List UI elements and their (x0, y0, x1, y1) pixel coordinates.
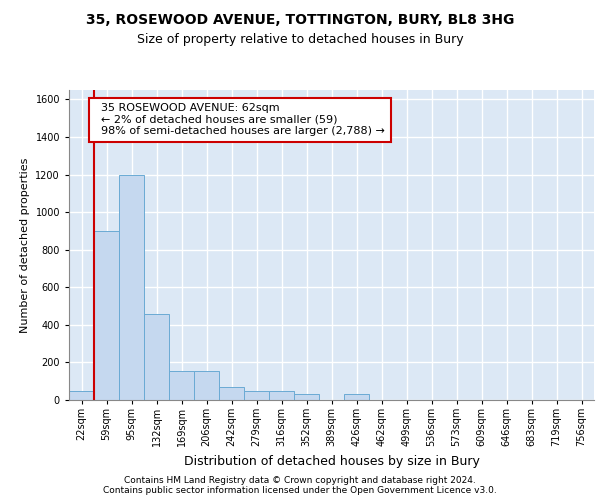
Y-axis label: Number of detached properties: Number of detached properties (20, 158, 30, 332)
Text: Contains HM Land Registry data © Crown copyright and database right 2024.
Contai: Contains HM Land Registry data © Crown c… (103, 476, 497, 495)
Bar (69, 390, 94, 400)
Bar (244, 390, 269, 400)
Bar (94, 231, 119, 400)
Bar (269, 390, 294, 400)
Bar (194, 371, 219, 400)
Bar (219, 387, 244, 400)
Text: Size of property relative to detached houses in Bury: Size of property relative to detached ho… (137, 32, 463, 46)
Bar (294, 394, 319, 400)
Bar (344, 394, 369, 400)
Text: 35 ROSEWOOD AVENUE: 62sqm
  ← 2% of detached houses are smaller (59)
  98% of se: 35 ROSEWOOD AVENUE: 62sqm ← 2% of detach… (95, 103, 385, 136)
Text: 35, ROSEWOOD AVENUE, TOTTINGTON, BURY, BL8 3HG: 35, ROSEWOOD AVENUE, TOTTINGTON, BURY, B… (86, 12, 514, 26)
Bar (119, 174, 144, 400)
Bar (169, 371, 194, 400)
Bar (144, 314, 169, 400)
X-axis label: Distribution of detached houses by size in Bury: Distribution of detached houses by size … (184, 454, 479, 468)
